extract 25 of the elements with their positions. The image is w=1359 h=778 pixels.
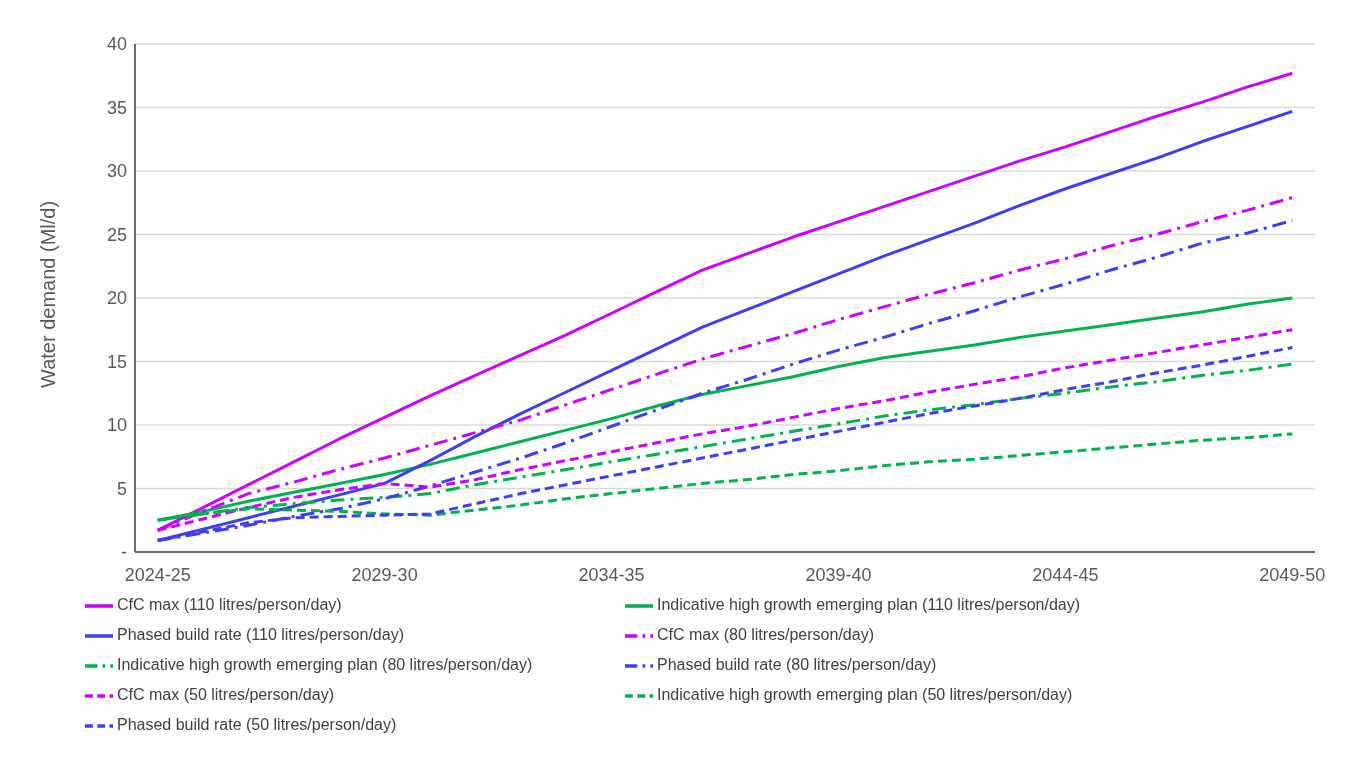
y-tick-label: 20	[106, 288, 127, 309]
x-tick-label: 2034-35	[578, 564, 645, 585]
y-tick-label: 5	[116, 478, 127, 499]
legend-label: Phased build rate (80 litres/person/day)	[657, 656, 937, 674]
legend-label: Indicative high growth emerging plan (80 litres/person/day)	[117, 656, 533, 674]
y-tick-label: 40	[106, 34, 127, 55]
y-tick-label: -	[121, 542, 127, 563]
y-tick-label: 30	[106, 161, 127, 182]
x-tick-label: 2024-25	[124, 564, 191, 585]
legend-label: Phased build rate (110 litres/person/day)	[117, 626, 404, 644]
y-axis-title: Water demand (Ml/d)	[37, 200, 60, 388]
legend-label: CfC max (50 litres/person/day)	[117, 686, 334, 704]
legend-label: Indicative high growth emerging plan (110 litres/person/day)	[657, 596, 1081, 614]
x-tick-label: 2044-45	[1032, 564, 1099, 585]
y-tick-label: 10	[106, 415, 127, 436]
legend-label: Indicative high growth emerging plan (50 litres/person/day)	[657, 686, 1073, 704]
y-tick-label: 25	[106, 224, 127, 245]
y-tick-label: 15	[106, 351, 127, 372]
y-tick-label: 35	[106, 97, 127, 118]
x-tick-label: 2029-30	[351, 564, 418, 585]
x-tick-label: 2039-40	[805, 564, 872, 585]
x-tick-label: 2049-50	[1259, 564, 1326, 585]
legend-label: CfC max (110 litres/person/day)	[117, 596, 342, 614]
legend-label: CfC max (80 litres/person/day)	[657, 626, 874, 644]
legend-label: Phased build rate (50 litres/person/day)	[117, 716, 397, 734]
